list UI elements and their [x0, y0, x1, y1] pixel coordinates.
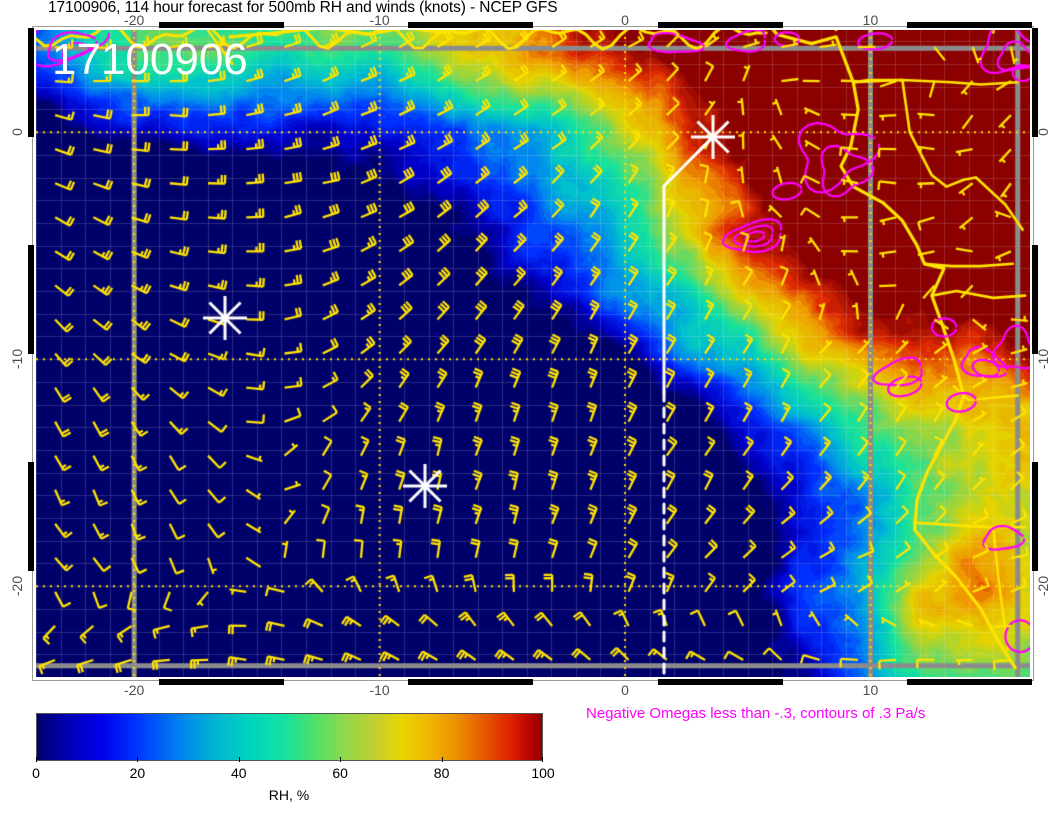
axis-top-tick-0: -20 — [124, 12, 145, 28]
colorbar-tick-label-4: 80 — [433, 765, 450, 781]
colorbar-title: RH, % — [268, 787, 310, 803]
map-frame-band — [158, 679, 284, 685]
colorbar-tick-label-5: 100 — [531, 765, 555, 781]
map-frame-band — [657, 679, 783, 685]
map-frame-band — [408, 22, 533, 28]
colorbar-tick-mark-2 — [238, 757, 240, 762]
map-frame-band — [1032, 28, 1038, 137]
axis-right-tick-1: -10 — [1035, 349, 1051, 370]
page-title: 17100906, 114 hour forecast for 500mb RH… — [48, 0, 558, 16]
colorbar-tick-mark-4 — [441, 757, 443, 762]
axis-bottom-tick-3: 10 — [862, 682, 879, 698]
map-frame-band — [28, 245, 34, 354]
map-frame-band — [907, 22, 1032, 28]
axis-top-tick-1: -10 — [369, 12, 390, 28]
colorbar-gradient — [36, 713, 543, 761]
map-frame-band — [408, 679, 533, 685]
colorbar-tick-label-3: 60 — [332, 765, 348, 781]
axis-left-tick-0: 0 — [9, 128, 25, 137]
axis-right-tick-2: -20 — [1035, 576, 1051, 597]
map-frame-band — [907, 679, 1032, 685]
colorbar-tick-mark-3 — [340, 757, 342, 762]
colorbar-tick-label-2: 40 — [231, 765, 247, 781]
axis-top-tick-2: 0 — [621, 12, 629, 28]
map-frame-band — [28, 462, 34, 571]
map-frame-band — [28, 28, 34, 137]
colorbar-legend: 0 20 40 60 80 100 RH, % — [32, 713, 555, 803]
map-frame-band — [1032, 462, 1038, 571]
colorbar-tick-mark-1 — [137, 757, 139, 762]
colorbar-tick-label-1: 20 — [129, 765, 146, 781]
map-frame-band — [657, 22, 783, 28]
axis-bottom-tick-2: 0 — [621, 682, 629, 698]
map-plot-area[interactable] — [36, 30, 1030, 677]
colorbar-tick-mark-0 — [36, 757, 37, 762]
colorbar-tick-mark-5 — [542, 757, 543, 762]
axis-right-tick-0: 0 — [1035, 128, 1051, 137]
rh-wind-map-canvas[interactable] — [36, 30, 1030, 677]
axis-top-tick-3: 10 — [862, 12, 879, 28]
map-frame-band — [158, 22, 284, 28]
axis-left-tick-1: -10 — [9, 349, 25, 370]
axis-bottom-tick-0: -20 — [124, 682, 145, 698]
map-frame-band — [1032, 245, 1038, 354]
omega-contour-note: Negative Omegas less than -.3, contours … — [586, 705, 926, 722]
axis-left-tick-2: -20 — [9, 576, 25, 597]
axis-bottom-tick-1: -10 — [369, 682, 390, 698]
colorbar-tick-label-0: 0 — [32, 765, 40, 781]
